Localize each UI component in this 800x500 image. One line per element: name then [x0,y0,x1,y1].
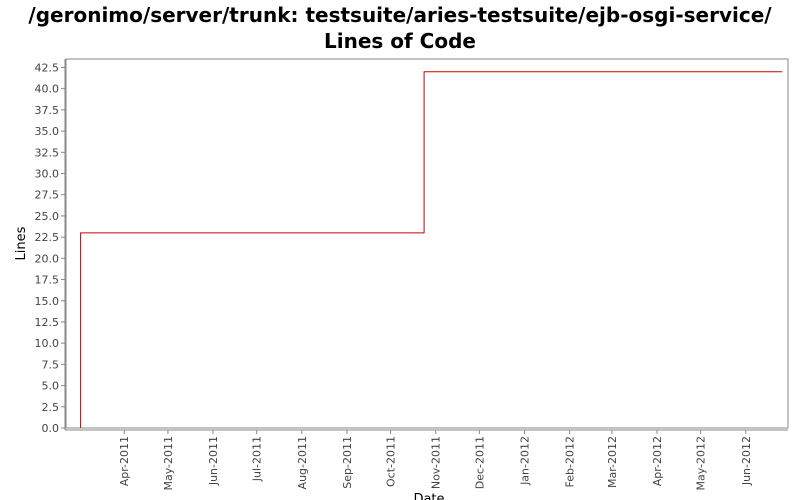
y-tick-label: 15.0 [35,295,60,308]
plot-area [65,58,789,429]
x-tick-label: Jan-2012 [519,436,532,486]
x-tick-label: Sep-2011 [341,436,354,489]
x-axis-label: Date [413,492,444,500]
x-tick-label: Mar-2012 [606,436,619,488]
y-tick-label: 35.0 [35,125,60,138]
y-tick-label: 17.5 [35,274,60,287]
y-tick-label: 2.5 [42,401,60,414]
x-axis: Apr-2011 May-2011 Jun-2011 Jul-2011 Aug-2011… [65,429,788,491]
series-line [80,71,783,428]
x-tick-label: Aug-2011 [296,436,309,489]
y-tick-label: 32.5 [35,146,60,159]
x-tick-label: Jun-2012 [740,436,753,486]
chart-title: /geronimo/server/trunk: testsuite/aries-… [28,3,772,53]
y-tick-label: 25.0 [35,210,60,223]
y-tick-label: 12.5 [35,316,60,329]
y-tick-label: 37.5 [35,104,60,117]
x-tick-label: Feb-2012 [564,436,577,487]
x-tick-label: Apr-2012 [651,436,664,486]
y-tick-label: 10.0 [35,337,60,350]
y-axis: 0.0 2.5 5.0 7.5 10.0 12.5 15.0 17.5 20.0 22.5 25.0… [35,59,66,435]
x-tick-label: Dec-2011 [473,436,486,489]
x-tick-label: Apr-2011 [118,436,131,486]
y-tick-label: 0.0 [42,422,60,435]
x-tick-label: Nov-2011 [430,436,443,489]
y-tick-label: 30.0 [35,168,60,181]
y-tick-label: 27.5 [35,189,60,202]
y-tick-label: 20.0 [35,252,60,265]
y-axis-label: Lines [14,226,29,260]
y-tick-label: 22.5 [35,231,60,244]
x-tick-label: Jul-2011 [251,436,264,482]
y-tick-label: 7.5 [42,358,60,371]
series-layer [80,71,783,428]
x-tick-label: May-2012 [695,436,708,491]
y-tick-label: 42.5 [35,61,60,74]
x-tick-label: Jun-2011 [207,436,220,486]
x-tick-label: Oct-2011 [385,436,398,487]
y-tick-label: 40.0 [35,83,60,96]
x-tick-label: May-2011 [162,436,175,491]
y-tick-label: 5.0 [42,380,60,393]
